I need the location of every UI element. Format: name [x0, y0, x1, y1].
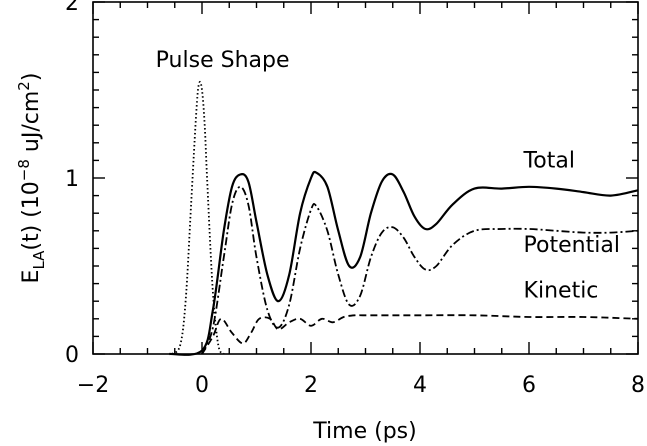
axis-ticks: [92, 1, 639, 355]
y-label-unit: uJ/cm: [19, 91, 44, 159]
y-label-unit-sup: 2: [15, 81, 33, 91]
x-tick-label: 0: [195, 373, 209, 398]
x-axis-label: Time (ps): [312, 419, 416, 444]
annotation-kinetic: Kinetic: [524, 279, 599, 304]
y-label-end: ): [19, 73, 44, 82]
annotation-total: Total: [523, 148, 575, 173]
y-axis-label: ELA(t) (10−8 uJ/cm2): [15, 73, 48, 284]
x-tick-label: 4: [413, 373, 427, 398]
x-tick-label: −2: [77, 373, 109, 398]
y-tick-label: 0: [65, 343, 79, 368]
y-label-prefix: E: [19, 270, 44, 284]
x-tick-label: 2: [304, 373, 318, 398]
y-label-sup: −8: [15, 159, 33, 181]
series-lines: [169, 80, 639, 356]
x-tick-label: 6: [522, 373, 536, 398]
annotation-potential: Potential: [524, 233, 620, 258]
x-tick-label: 8: [631, 373, 645, 398]
annotations: Pulse Shape Total Potential Kinetic: [156, 48, 620, 304]
annotation-pulse-shape: Pulse Shape: [156, 48, 290, 73]
tick-labels: −2 0 2 4 6 8 0 1 2: [65, 0, 645, 398]
series-line-potential: [201, 185, 639, 355]
series-line-total: [169, 170, 639, 356]
series-line-pulse-shape: [171, 80, 225, 355]
y-tick-label: 1: [65, 167, 79, 192]
y-label-sub: LA: [30, 250, 48, 270]
y-label-mid: (t) (10: [19, 181, 44, 250]
y-tick-label: 2: [65, 0, 79, 16]
series-line-kinetic: [201, 314, 639, 355]
